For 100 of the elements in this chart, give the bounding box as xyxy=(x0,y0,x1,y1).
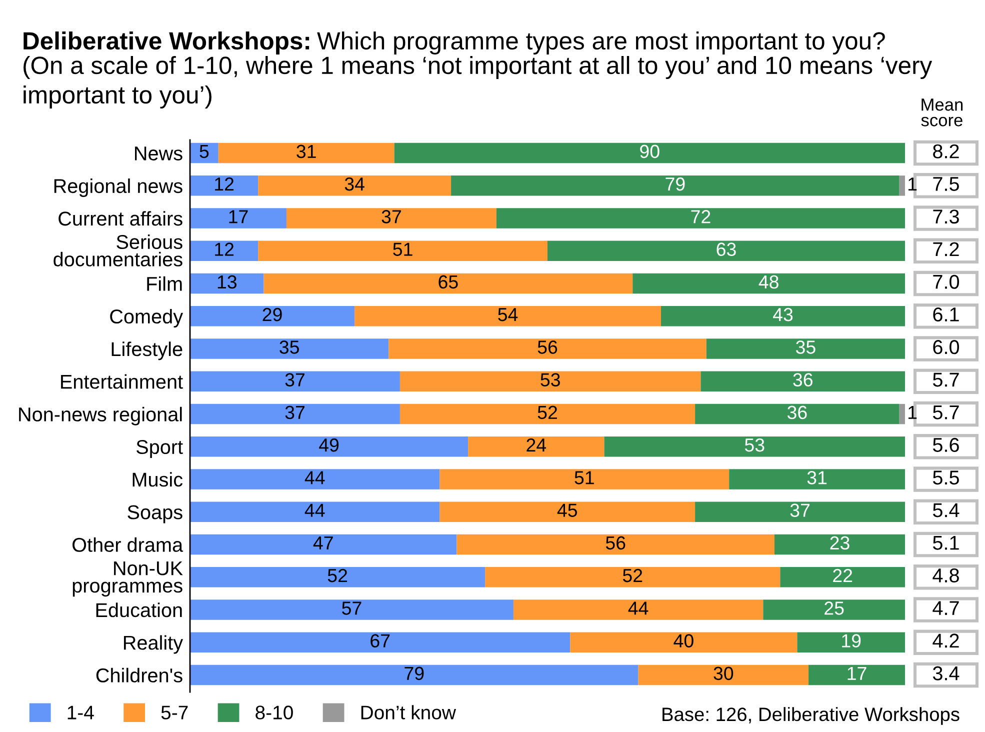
y-tick-label: Children's xyxy=(96,668,182,682)
bar xyxy=(451,176,900,196)
bar xyxy=(218,142,394,164)
chart-subtitle: Which programme types are most important to you? xyxy=(317,31,885,55)
legend-label: 8-10 xyxy=(256,706,293,720)
y-tick-label: Other drama xyxy=(72,537,184,552)
data-label: 17 xyxy=(848,666,866,680)
bar xyxy=(190,469,440,490)
text: 5.1 xyxy=(932,536,959,550)
data-label: 52 xyxy=(538,406,557,420)
data-label: 34 xyxy=(344,177,364,191)
data-label: 44 xyxy=(628,602,648,615)
data-label: 29 xyxy=(262,308,282,322)
legend-label: 1-4 xyxy=(68,706,94,720)
data-label: 67 xyxy=(370,634,390,648)
text: 6.1 xyxy=(933,307,959,322)
bar xyxy=(190,600,514,620)
text: Mean score xyxy=(921,98,963,126)
data-label: 79 xyxy=(666,177,685,191)
legend-label: Don’t know xyxy=(361,705,456,720)
bar xyxy=(190,371,400,392)
text: 7.5 xyxy=(933,177,959,192)
data-label: 56 xyxy=(538,340,558,354)
bar xyxy=(899,176,905,196)
chart-title: Deliberative Workshops: xyxy=(24,31,310,55)
y-tick-label: Reality xyxy=(124,635,184,654)
data-label: 12 xyxy=(215,242,234,256)
bar xyxy=(394,142,905,164)
data-label: 51 xyxy=(393,242,412,256)
text: 4.2 xyxy=(932,634,959,648)
bar xyxy=(808,664,905,686)
data-label: 24 xyxy=(526,438,546,452)
data-label: 35 xyxy=(280,340,299,354)
text: 4.7 xyxy=(932,601,959,615)
y-tick-label: Regional news xyxy=(54,178,182,197)
y-tick-label: Comedy xyxy=(110,308,184,328)
text: 7.0 xyxy=(933,274,960,289)
bar xyxy=(190,567,486,588)
text: 7.2 xyxy=(933,242,959,256)
bar xyxy=(496,208,905,228)
data-label: 13 xyxy=(218,275,236,289)
data-label: 52 xyxy=(328,568,348,582)
y-tick-label: News xyxy=(135,146,182,160)
bar xyxy=(570,632,798,653)
data-label: 17 xyxy=(229,210,248,224)
bar xyxy=(258,176,452,196)
bar xyxy=(729,469,905,490)
data-label: 44 xyxy=(304,504,325,517)
bar xyxy=(190,306,355,326)
data-label: 51 xyxy=(574,471,594,484)
data-label: 40 xyxy=(674,634,694,648)
bar xyxy=(190,240,258,262)
data-label: 57 xyxy=(342,602,362,615)
bar xyxy=(899,404,905,424)
text: 3.4 xyxy=(932,666,960,680)
bar xyxy=(190,208,286,228)
bar xyxy=(354,306,661,326)
text: 4.8 xyxy=(932,568,959,582)
data-label: 72 xyxy=(691,210,710,224)
y-tick-label: Non-news regional xyxy=(19,406,182,426)
bar xyxy=(706,338,905,359)
bar xyxy=(638,664,809,686)
y-tick-label: Soaps xyxy=(128,505,182,524)
bar xyxy=(190,502,440,522)
bar xyxy=(700,371,905,392)
data-label: 12 xyxy=(215,177,234,191)
y-tick-label: Serious documentaries xyxy=(54,234,182,266)
data-label: 65 xyxy=(438,275,458,289)
bar xyxy=(763,600,905,620)
data-label: 25 xyxy=(824,602,844,615)
bar xyxy=(774,534,905,555)
text: Base: 126, Deliberative Workshops xyxy=(662,707,960,725)
bar xyxy=(400,371,701,392)
data-label: 31 xyxy=(807,471,827,484)
y-tick-label: Education xyxy=(96,602,182,618)
data-label: 45 xyxy=(557,504,578,517)
data-label: 56 xyxy=(606,536,626,550)
data-label: 22 xyxy=(833,568,852,582)
bar xyxy=(190,273,264,294)
bar xyxy=(440,502,696,522)
bar xyxy=(485,567,780,588)
data-label: 31 xyxy=(296,144,316,158)
bar xyxy=(468,436,604,457)
text: 5.5 xyxy=(932,470,959,485)
bar xyxy=(400,404,696,424)
bar xyxy=(456,534,774,555)
text: 8.2 xyxy=(933,144,959,158)
bar xyxy=(258,240,548,262)
bar xyxy=(440,469,730,490)
data-label: 37 xyxy=(285,373,304,386)
data-label: 36 xyxy=(793,373,812,386)
bar xyxy=(695,404,900,424)
data-label: 37 xyxy=(285,406,304,420)
data-label: 79 xyxy=(404,666,424,680)
bar xyxy=(190,176,258,196)
y-tick-label: Entertainment xyxy=(61,374,183,389)
bar xyxy=(548,240,905,262)
text: 6.0 xyxy=(933,340,960,354)
data-label: 53 xyxy=(540,373,560,386)
bar xyxy=(604,436,905,457)
